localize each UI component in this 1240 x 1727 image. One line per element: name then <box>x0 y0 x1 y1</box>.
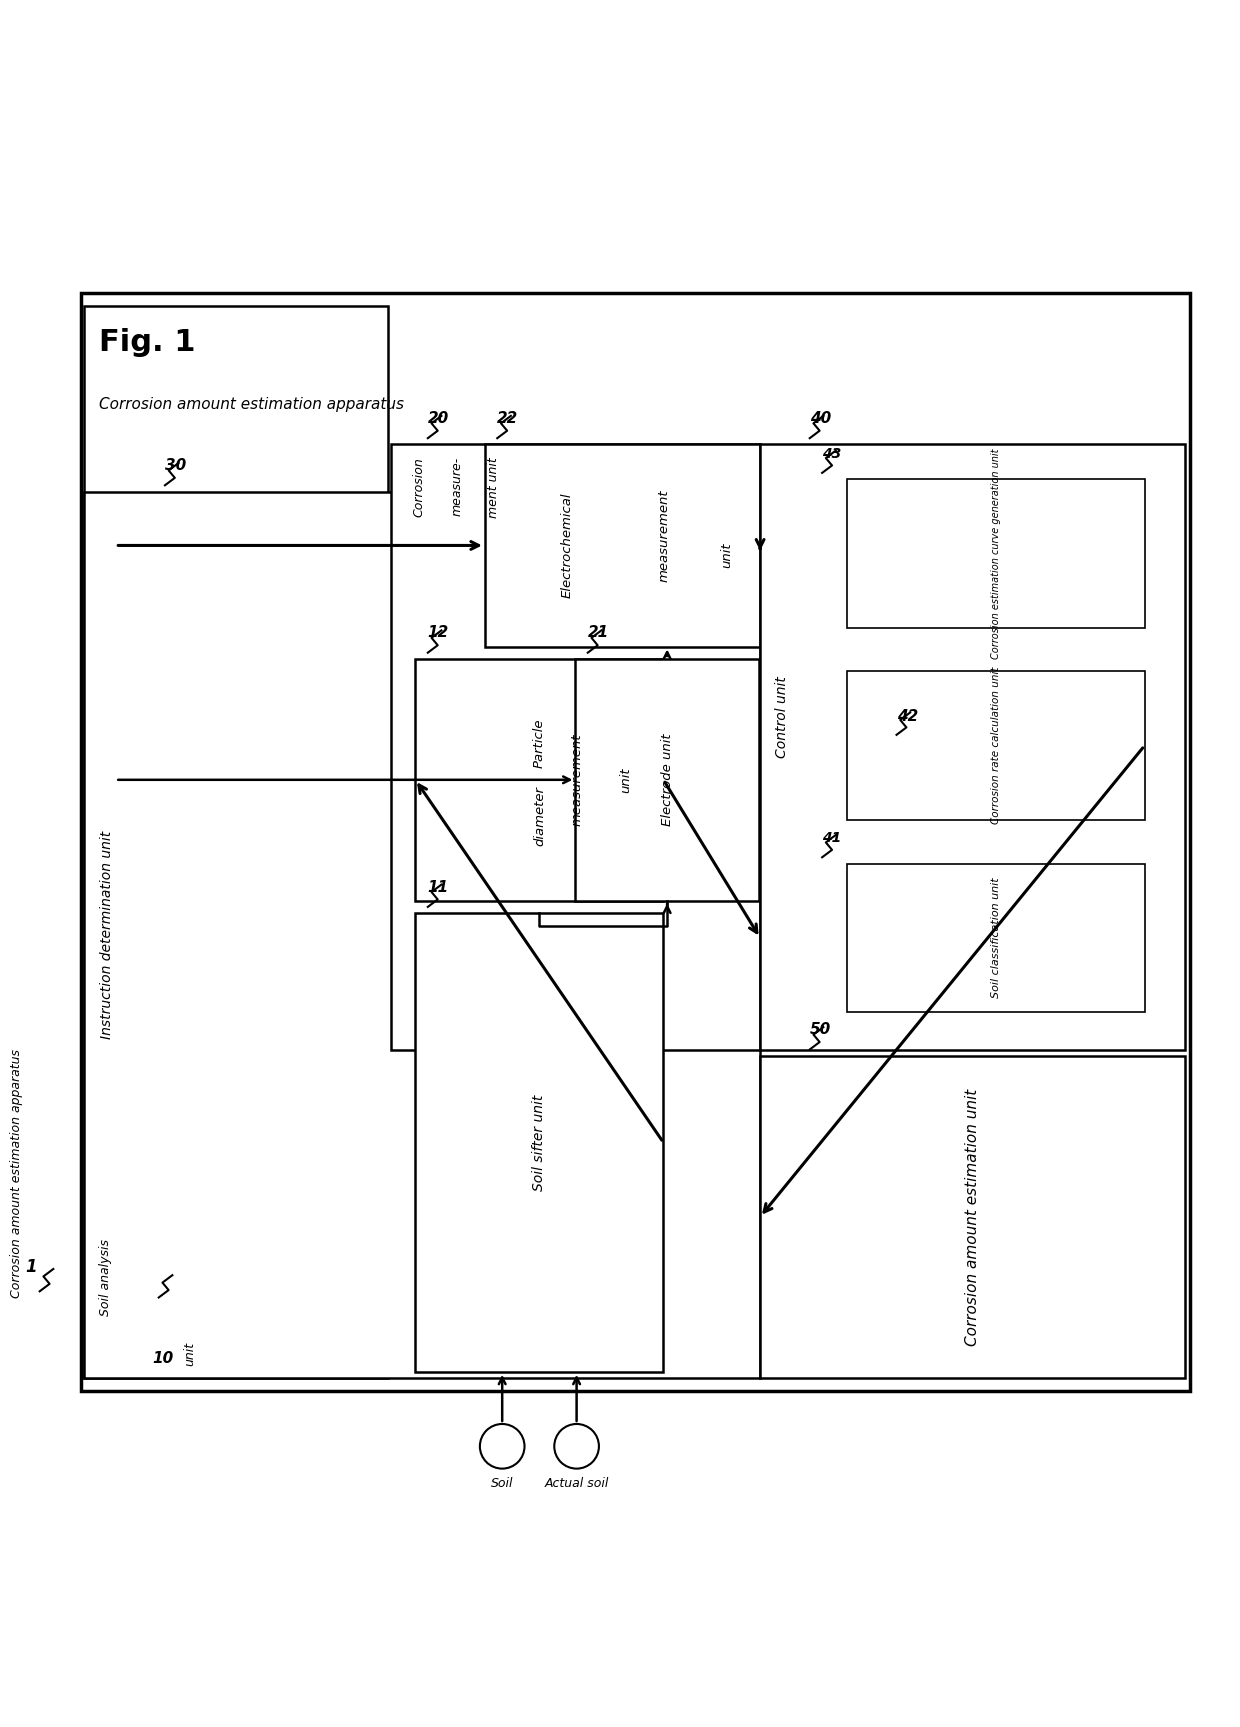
Text: unit: unit <box>184 1342 196 1366</box>
Bar <box>485 444 760 646</box>
Bar <box>575 660 759 901</box>
Text: Corrosion rate calculation unit: Corrosion rate calculation unit <box>991 667 1001 824</box>
Text: 50: 50 <box>810 1022 831 1038</box>
Text: Soil: Soil <box>491 1477 513 1490</box>
Text: Corrosion estimation curve generation unit: Corrosion estimation curve generation un… <box>991 449 1001 658</box>
Text: Soil analysis: Soil analysis <box>99 1238 112 1316</box>
Text: Electrode unit: Electrode unit <box>661 734 673 826</box>
Text: measure-: measure- <box>450 456 463 516</box>
Text: 41: 41 <box>822 831 842 845</box>
Text: 40: 40 <box>810 411 831 427</box>
Text: Corrosion amount estimation apparatus: Corrosion amount estimation apparatus <box>10 1048 22 1299</box>
Bar <box>81 294 1190 1390</box>
Bar <box>847 478 1145 629</box>
Text: 11: 11 <box>428 879 449 895</box>
Text: diameter: diameter <box>533 786 546 846</box>
Bar <box>760 444 1185 1050</box>
Text: Electrochemical: Electrochemical <box>560 492 574 598</box>
Text: Fig. 1: Fig. 1 <box>99 328 196 357</box>
Text: Corrosion amount estimation apparatus: Corrosion amount estimation apparatus <box>99 397 404 413</box>
Text: Soil classification unit: Soil classification unit <box>991 877 1001 998</box>
Text: 21: 21 <box>588 625 609 641</box>
Bar <box>415 914 663 1371</box>
Bar <box>391 444 760 1050</box>
Bar <box>415 660 663 901</box>
Text: 1: 1 <box>25 1257 37 1276</box>
Text: Corrosion amount estimation unit: Corrosion amount estimation unit <box>965 1088 981 1345</box>
Text: measurement: measurement <box>657 489 671 582</box>
Text: unit: unit <box>620 767 632 793</box>
Bar <box>847 672 1145 820</box>
Text: unit: unit <box>720 542 734 568</box>
Text: measurement: measurement <box>570 734 583 826</box>
Text: 22: 22 <box>497 411 518 427</box>
Text: 20: 20 <box>428 411 449 427</box>
Bar <box>84 492 760 1378</box>
Text: 30: 30 <box>165 458 186 473</box>
Text: Control unit: Control unit <box>775 675 790 758</box>
Bar <box>84 306 388 1378</box>
Bar <box>760 1055 1185 1378</box>
Text: Actual soil: Actual soil <box>544 1477 609 1490</box>
Text: ment unit: ment unit <box>487 456 500 518</box>
Text: Corrosion: Corrosion <box>413 456 425 516</box>
Text: Instruction determination unit: Instruction determination unit <box>99 831 114 1040</box>
Text: 12: 12 <box>428 625 449 641</box>
Text: 43: 43 <box>822 447 842 461</box>
Text: Soil sifter unit: Soil sifter unit <box>532 1095 547 1190</box>
Bar <box>847 864 1145 1012</box>
Text: Particle: Particle <box>533 718 546 769</box>
Text: 42: 42 <box>897 710 918 724</box>
Text: 10: 10 <box>153 1351 174 1366</box>
